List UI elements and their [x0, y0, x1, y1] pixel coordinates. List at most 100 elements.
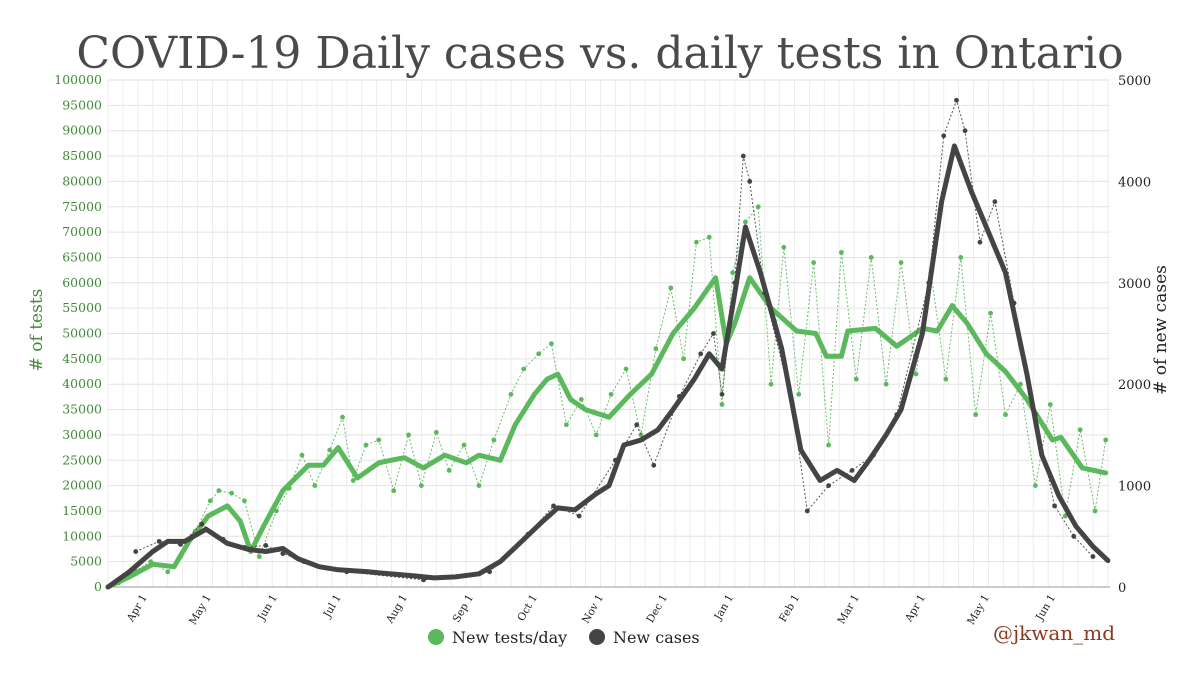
legend: New tests/day New cases: [428, 628, 700, 647]
tests-daily-point: [811, 260, 817, 265]
tests-daily-point: [623, 366, 629, 372]
cases-daily-point: [804, 508, 810, 514]
tests-daily-point: [508, 391, 514, 397]
tests-daily-point: [1062, 513, 1068, 519]
tests-daily-point: [796, 391, 802, 397]
tests-daily-point: [446, 467, 452, 473]
cases-daily-point: [576, 513, 582, 519]
cases-daily-point: [719, 391, 725, 397]
series-tests: [105, 204, 1109, 590]
tests-daily-point: [165, 569, 171, 575]
tests-daily-point: [730, 270, 736, 276]
cases-daily-point: [634, 422, 640, 428]
left-tick-label: 15000: [62, 503, 102, 518]
tests-daily-point: [327, 447, 333, 453]
tests-daily-point: [958, 255, 964, 260]
tests-daily-point: [476, 483, 482, 488]
tests-daily-point: [838, 249, 844, 255]
series-cases: [105, 97, 1111, 590]
x-tick-label: May 1: [965, 593, 992, 628]
right-y-axis-label: # of new cases: [1151, 265, 1171, 395]
left-tick-label: 45000: [62, 351, 102, 366]
left-tick-label: 75000: [62, 199, 102, 214]
tests-daily-point: [668, 285, 674, 291]
tests-daily-point: [608, 391, 614, 397]
cases-daily-point: [199, 521, 205, 527]
legend-tests-label: New tests/day: [452, 628, 567, 647]
left-y-axis: 0 5000 10000 15000 20000 25000 30000 35000 40000…: [54, 72, 102, 594]
tests-daily-point: [461, 442, 467, 448]
cases-daily-point: [1052, 503, 1057, 509]
tests-daily-point: [391, 488, 397, 494]
tests-daily-point: [681, 356, 687, 362]
tests-daily-point: [216, 488, 222, 494]
tests-daily-point: [638, 432, 644, 438]
tests-daily-point: [826, 442, 831, 448]
x-tick-label: Feb 1: [777, 593, 802, 625]
x-tick-label: Apr 1: [902, 593, 928, 625]
cases-daily-point: [133, 549, 139, 554]
grid: [107, 79, 1110, 588]
series-layer: [105, 97, 1111, 590]
tests-daily-point: [256, 554, 262, 559]
tests-daily-point: [653, 346, 659, 352]
cases-daily-point: [747, 179, 753, 184]
left-tick-label: 5000: [70, 554, 102, 569]
tests-daily-point: [1003, 412, 1008, 418]
cases-daily-point: [156, 538, 162, 544]
left-tick-label: 50000: [62, 326, 102, 341]
cases-daily-point: [1090, 554, 1096, 559]
tests-daily-point: [521, 366, 527, 372]
tests-daily-point: [549, 341, 554, 347]
x-axis: Apr 1 May 1 Jun 1 Jul 1 Aug 1 Sep 1 Oct 1 Nov 1…: [124, 593, 1058, 628]
tests-daily-point: [755, 204, 761, 210]
left-tick-label: 0: [94, 579, 102, 594]
right-y-axis: 0 1000 2000 3000 4000 5000: [1118, 74, 1151, 596]
tests-daily-point: [406, 432, 411, 438]
cases-daily-point: [977, 239, 983, 245]
legend-cases-label: New cases: [613, 628, 700, 647]
x-tick-label: Dec 1: [644, 593, 670, 625]
tests-daily-point: [299, 452, 305, 458]
x-tick-label: Jun 1: [1033, 593, 1058, 624]
x-tick-label: Jan 1: [712, 593, 737, 623]
x-tick-label: Sep 1: [451, 593, 476, 625]
left-tick-label: 70000: [62, 224, 102, 239]
tests-daily-point: [229, 490, 235, 496]
cases-smoothed-line: [105, 143, 1111, 590]
left-tick-label: 55000: [62, 300, 102, 315]
tests-daily-point: [536, 351, 542, 357]
legend-tests-marker: [428, 629, 444, 645]
tests-daily-point: [853, 376, 859, 382]
cases-daily-point: [651, 462, 657, 468]
x-tick-label: Jul 1: [321, 593, 344, 621]
tests-daily-point: [578, 397, 584, 402]
tests-daily-point: [943, 376, 949, 382]
tests-daily-point: [743, 219, 748, 225]
cases-daily-point: [954, 97, 959, 103]
legend-cases-marker: [589, 629, 605, 645]
tests-daily-point: [340, 414, 345, 420]
left-tick-label: 30000: [62, 427, 102, 442]
tests-daily-point: [376, 437, 382, 443]
tests-daily-point: [973, 412, 979, 418]
chart-title: COVID-19 Daily cases vs. daily tests in …: [76, 28, 1123, 79]
right-tick-label: 1000: [1118, 480, 1151, 495]
right-tick-label: 3000: [1118, 277, 1151, 292]
cases-daily-point: [962, 128, 968, 134]
tests-daily-point: [350, 478, 356, 483]
tests-daily-point: [913, 371, 919, 377]
left-y-axis-label: # of tests: [27, 289, 47, 372]
tests-smoothed-line: [105, 275, 1109, 590]
tests-daily-point: [768, 381, 774, 387]
tests-daily-point: [898, 260, 904, 265]
left-tick-label: 10000: [62, 528, 102, 543]
left-tick-label: 80000: [62, 173, 102, 188]
cases-daily-point: [1071, 533, 1077, 539]
left-tick-label: 40000: [62, 376, 102, 391]
cases-daily-point: [826, 483, 831, 488]
tests-daily-point: [593, 432, 599, 438]
tests-daily-point: [563, 422, 569, 428]
tests-daily-point: [207, 498, 213, 504]
